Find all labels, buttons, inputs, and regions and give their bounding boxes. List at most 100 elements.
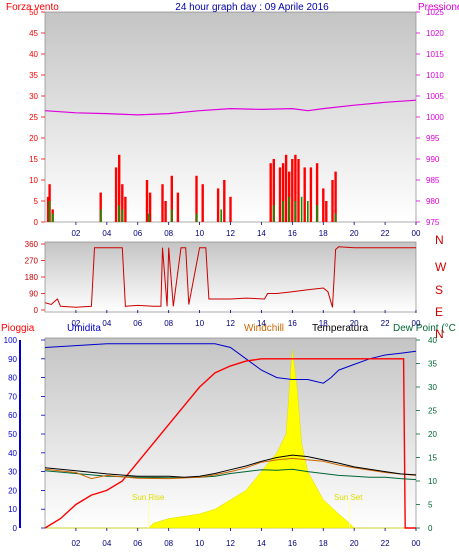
direction-axis-tick-label: 0 xyxy=(34,306,39,315)
wind-gust-bar xyxy=(334,171,337,222)
x-axis-tick-label: 20 xyxy=(350,539,359,548)
x-axis-tick-label: 06 xyxy=(133,319,142,328)
humidity-axis-tick-label: 0 xyxy=(13,524,18,533)
wind-gust-bar xyxy=(291,159,294,222)
humidity-line xyxy=(44,343,417,384)
x-axis-tick-label: 02 xyxy=(71,229,80,238)
solar-radiation-area xyxy=(45,349,416,529)
wind-gust-bar xyxy=(303,167,306,222)
compass-label: N xyxy=(435,327,444,341)
temperature-legend-label: Temperatura xyxy=(312,323,369,334)
humidity-axis-tick-label: 30 xyxy=(8,468,17,477)
humidity-axis-tick-label: 70 xyxy=(8,392,17,401)
x-axis-tick-label: 12 xyxy=(226,229,235,238)
wind-average-bar xyxy=(99,209,102,222)
x-axis-tick-label: 04 xyxy=(102,229,111,238)
wind-gust-bar xyxy=(216,188,220,222)
wind-average-bar xyxy=(121,209,124,222)
wind-gust-bar xyxy=(309,167,313,222)
pressure-axis-tick-label: 995 xyxy=(426,134,440,143)
x-axis-tick-label: 14 xyxy=(257,539,266,548)
x-axis-tick-label: 10 xyxy=(195,319,204,328)
humidity-axis-tick-label: 90 xyxy=(8,355,17,364)
humidity-axis-tick-label: 20 xyxy=(8,486,17,495)
wind-panel xyxy=(44,99,417,222)
wind-axis-tick-label: 10 xyxy=(29,176,38,185)
compass-label: N xyxy=(435,233,444,247)
x-axis-tick-label: 10 xyxy=(195,539,204,548)
wind-average-bar xyxy=(118,205,120,222)
humidity-axis-tick-label: 50 xyxy=(8,430,17,439)
x-axis-tick-label: 22 xyxy=(381,539,390,548)
x-axis-tick-label: 04 xyxy=(102,539,111,548)
wind-average-bar xyxy=(220,209,222,222)
wind-gust-bar xyxy=(294,154,297,222)
wind-gust-bar xyxy=(170,175,173,222)
wind-average-bar xyxy=(300,196,303,222)
pressure-axis-tick-label: 1000 xyxy=(426,113,444,122)
wind-gust-bar xyxy=(46,196,50,222)
wind-gust-bar xyxy=(315,163,319,222)
x-axis-tick-label: 00 xyxy=(412,319,421,328)
x-axis-tick-label: 08 xyxy=(164,229,173,238)
wind-average-bar xyxy=(288,196,290,222)
humidity-legend-label: Umidita xyxy=(67,323,101,334)
dewpoint-legend-label: Dew Point (°C xyxy=(393,323,456,334)
direction-axis-tick-label: 360 xyxy=(25,240,39,249)
wind-average-bar xyxy=(171,209,173,222)
dewpoint-line xyxy=(44,468,417,481)
wind-axis-tick-label: 5 xyxy=(34,197,39,206)
temperature-panel xyxy=(44,343,417,529)
sun-rise-label: Sun Rise xyxy=(132,493,165,502)
humidity-axis-tick-label: 80 xyxy=(8,374,17,383)
pressure-axis-tick-label: 1020 xyxy=(426,29,444,38)
pressure-axis-tick-label: 1025 xyxy=(426,8,444,17)
temperature-axis-tick-label: 35 xyxy=(428,360,437,369)
wind-axis-tick-label: 0 xyxy=(34,218,39,227)
direction-axis-tick-label: 270 xyxy=(25,257,39,266)
x-axis-tick-label: 00 xyxy=(412,539,421,548)
wind-gust-bar xyxy=(325,201,328,222)
x-axis-tick-label: 14 xyxy=(257,229,266,238)
x-axis-tick-label: 18 xyxy=(319,319,328,328)
x-axis-tick-label: 12 xyxy=(226,539,235,548)
temperature-axis-tick-label: 30 xyxy=(428,383,437,392)
x-axis-tick-label: 06 xyxy=(133,229,142,238)
wind-average-bar xyxy=(273,205,275,222)
pressure-axis-tick-label: 975 xyxy=(426,218,440,227)
wind-gust-bar xyxy=(124,196,127,222)
wind-average-bar xyxy=(282,201,284,222)
x-axis-tick-label: 02 xyxy=(71,319,80,328)
humidity-axis-tick-label: 40 xyxy=(8,449,17,458)
x-axis-tick-label: 04 xyxy=(102,319,111,328)
x-axis-tick-label: 08 xyxy=(164,319,173,328)
wind-panel-background xyxy=(44,11,417,223)
wind-gust-bar xyxy=(223,180,226,222)
wind-axis-tick-label: 15 xyxy=(29,155,38,164)
wind-gust-bar xyxy=(164,201,167,222)
wind-average-bar xyxy=(48,201,51,222)
temperature-axis-tick-label: 0 xyxy=(428,524,433,533)
windchill-line xyxy=(44,457,417,480)
wind-gust-bar xyxy=(229,196,232,222)
wind-gust-bar xyxy=(272,159,275,222)
wind-axis-tick-label: 25 xyxy=(29,113,38,122)
wind-gust-bar xyxy=(161,184,164,222)
wind-gust-bar xyxy=(99,192,102,222)
wind-average-bar xyxy=(195,213,198,222)
wind-average-bar xyxy=(51,213,54,222)
pressure-axis-title: Pressione xyxy=(418,2,459,13)
direction-panel xyxy=(44,246,416,308)
wind-gust-bar xyxy=(121,184,124,222)
wind-gust-bar xyxy=(118,154,121,222)
x-axis-tick-label: 08 xyxy=(164,539,173,548)
x-axis-tick-label: 14 xyxy=(257,319,266,328)
wind-gust-bar xyxy=(269,163,272,222)
compass-label: E xyxy=(435,305,443,319)
x-axis-tick-label: 18 xyxy=(319,229,328,238)
axes: 0510152025303540455097598098599099510001… xyxy=(4,8,447,548)
wind-axis-tick-label: 40 xyxy=(29,50,38,59)
pressure-axis-tick-label: 990 xyxy=(426,155,440,164)
temperature-axis-tick-label: 20 xyxy=(428,430,437,439)
